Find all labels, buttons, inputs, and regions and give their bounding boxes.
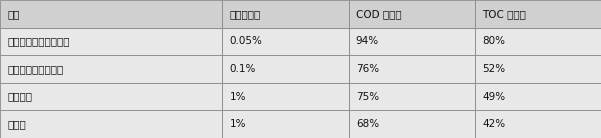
Bar <box>475 110 601 138</box>
Text: 催化剂用量: 催化剂用量 <box>230 9 261 19</box>
Text: 68%: 68% <box>356 119 379 129</box>
Bar <box>0 28 222 55</box>
Bar <box>475 0 601 28</box>
Text: 1%: 1% <box>230 92 246 102</box>
Bar <box>0 55 222 83</box>
Text: 49%: 49% <box>482 92 505 102</box>
Text: 94%: 94% <box>356 36 379 46</box>
Bar <box>0 83 222 110</box>
Bar <box>349 110 475 138</box>
Text: 活性炭: 活性炭 <box>7 119 26 129</box>
Bar <box>475 83 601 110</box>
Text: 42%: 42% <box>482 119 505 129</box>
Text: 80%: 80% <box>482 36 505 46</box>
Text: COD 去除率: COD 去除率 <box>356 9 401 19</box>
Bar <box>349 0 475 28</box>
Text: 1%: 1% <box>230 119 246 129</box>
Text: 种类: 种类 <box>7 9 20 19</box>
Text: 穿孔水管负载铜催化剂: 穿孔水管负载铜催化剂 <box>7 36 70 46</box>
Bar <box>349 55 475 83</box>
Bar <box>349 83 475 110</box>
Text: 铁纳米管: 铁纳米管 <box>7 92 32 102</box>
Bar <box>349 28 475 55</box>
Text: TOC 去除率: TOC 去除率 <box>482 9 526 19</box>
Bar <box>475 55 601 83</box>
Bar <box>222 83 349 110</box>
Bar <box>0 0 222 28</box>
Bar <box>222 110 349 138</box>
Text: 52%: 52% <box>482 64 505 74</box>
Bar <box>222 55 349 83</box>
Text: 0.05%: 0.05% <box>230 36 263 46</box>
Bar <box>222 28 349 55</box>
Bar <box>0 110 222 138</box>
Text: 活性炭负载铜催化剂: 活性炭负载铜催化剂 <box>7 64 64 74</box>
Bar <box>475 28 601 55</box>
Text: 76%: 76% <box>356 64 379 74</box>
Text: 0.1%: 0.1% <box>230 64 256 74</box>
Bar <box>222 0 349 28</box>
Text: 75%: 75% <box>356 92 379 102</box>
